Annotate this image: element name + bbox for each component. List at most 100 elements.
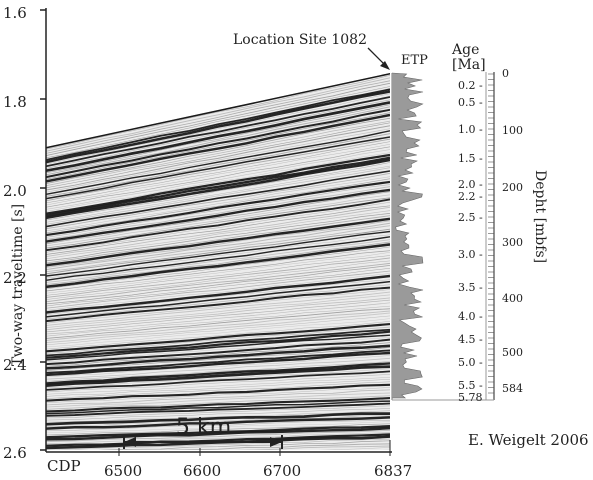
seismic-reflector [46,447,390,450]
seismic-reflector [46,299,390,333]
seismic-reflector [46,239,390,283]
seismic-reflector [46,294,390,328]
seismic-reflector [46,291,390,326]
seismic-reflector [46,153,390,215]
etp-log [391,72,424,400]
seismic-reflector [46,318,390,348]
seismic-reflector [46,419,390,432]
seismic-reflector [46,156,390,217]
seismic-reflector [46,198,390,252]
seismic-reflector [46,433,390,447]
depth-tick-label: 500 [502,346,523,359]
seismic-reflector [46,93,390,165]
seismic-reflector [46,368,390,389]
seismic-reflector [46,241,390,286]
seismic-reflector [46,136,390,200]
seismic-reflector [46,445,390,450]
age-label: Age [451,42,479,58]
seismic-reflector [46,362,390,385]
seismic-reflector [46,315,390,345]
seismic-reflector [46,130,390,195]
seismic-reflector [46,82,390,157]
seismic-reflector [46,125,390,191]
seismic-reflector [46,96,390,168]
seismic-reflector [46,194,390,247]
seismic-reflector [46,323,390,353]
seismic-reflector [46,228,390,275]
y-tick-label: 1.8 [3,93,27,111]
seismic-reflector [46,260,390,300]
seismic-reflector [46,178,390,234]
seismic-reflector [46,80,390,154]
seismic-reflector [46,349,390,374]
location-label: Location Site 1082 [233,32,367,48]
seismic-reflector [46,397,390,413]
y-tick-label: 2.0 [3,182,27,200]
y-tick-label: 2.2 [3,269,27,287]
seismic-reflector [46,167,390,225]
seismic-reflector [46,210,390,260]
depth-tick-label: 0 [502,67,509,80]
seismic-reflector [46,172,390,230]
seismic-reflector [46,438,390,450]
seismic-reflector [46,344,390,370]
seismic-reflector [46,429,390,443]
depth-axis-title: Depht [mbfs] [532,170,548,263]
seismic-reflector [46,158,390,220]
seismic-reflector [46,387,390,404]
y-axis [40,8,47,452]
seismic-reflector [46,112,390,180]
seismic-reflector [46,246,390,290]
seismic-reflector [46,302,390,335]
seismic-reflector [46,405,390,419]
age-tick-label: 1.5 - [458,152,483,165]
seismic-reflector [46,365,390,387]
seismic-reflector [46,176,390,232]
seismic-reflector [46,133,390,197]
seismic-reflector [46,416,390,430]
seismic-reflector [46,279,390,315]
age-tick-label: 2.0 - [458,178,483,191]
age-tick-label: 1.0 - [458,123,483,136]
age-unit: [Ma] [452,57,486,73]
seismic-reflector [46,357,390,380]
seismic-reflector [46,330,390,359]
seismic-reflector [46,184,390,238]
seismic-reflector [46,421,390,434]
scale-bar-label: 5 km [176,415,231,440]
y-tick-label: 2.6 [3,444,27,462]
seismic-reflector [46,328,390,357]
seismic-reflector [46,146,390,208]
seismic-reflector [46,113,390,183]
depth-tick-label: 100 [502,124,523,137]
etp-label: ETP [401,53,428,68]
cdp-tick-label: 6700 [263,462,301,480]
seismic-reflector [46,310,390,341]
seismic-reflector [46,305,390,337]
seismic-reflector [46,152,390,212]
age-tick-label: 0.2 - [458,79,483,92]
seismic-reflector [46,243,390,289]
seismic-reflector [46,334,390,361]
y-axis-title: Two-way traveltime [s] [10,204,26,366]
age-tick-label: 2.5 - [458,211,483,224]
seismic-reflector [46,141,390,204]
seismic-reflector [46,170,390,228]
seismic-reflector [46,351,390,377]
seismic-reflector [46,265,390,305]
seismic-reflector [46,383,390,402]
seismic-reflector [46,88,390,161]
seismic-reflector [46,252,390,294]
seismic-reflector [46,443,390,450]
age-tick-label: 4.5 - [458,333,483,346]
depth-tick-label: 200 [502,181,523,194]
seismic-reflector [46,432,390,445]
seismic-reflector [46,104,390,174]
seismic-reflector [46,286,390,323]
seismic-reflector [46,392,390,408]
cdp-tick-label: 6837 [374,462,412,480]
seismic-reflector [46,222,390,271]
seismic-reflector [46,255,390,296]
seismic-reflector [46,374,390,393]
